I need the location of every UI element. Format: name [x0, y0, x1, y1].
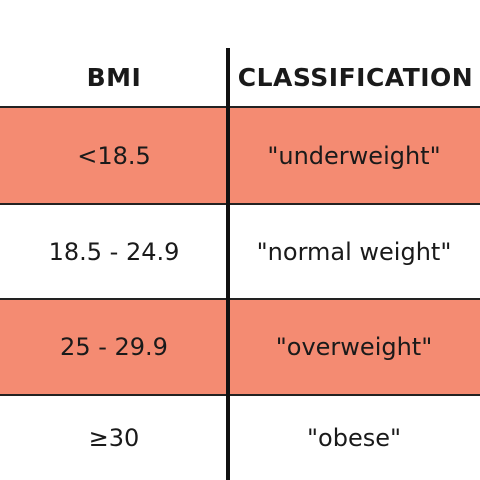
table-row: <18.5 "underweight"	[0, 106, 480, 205]
header-classification: CLASSIFICATION	[237, 62, 474, 92]
table-row: 18.5 - 24.9 "normal weight"	[0, 205, 480, 298]
classification-cell: "overweight"	[275, 333, 433, 361]
bmi-range-cell: 18.5 - 24.9	[48, 237, 180, 266]
bmi-range-cell: ≥30	[88, 424, 140, 452]
column-divider	[226, 48, 230, 480]
classification-cell: "normal weight"	[256, 237, 452, 266]
table-row: ≥30 "obese"	[0, 396, 480, 480]
classification-cell: "underweight"	[267, 141, 441, 170]
bmi-range-cell: <18.5	[77, 141, 151, 170]
classification-cell: "obese"	[306, 424, 402, 452]
header-bmi: BMI	[86, 62, 142, 92]
bmi-range-cell: 25 - 29.9	[60, 333, 168, 361]
table-row: 25 - 29.9 "overweight"	[0, 298, 480, 396]
